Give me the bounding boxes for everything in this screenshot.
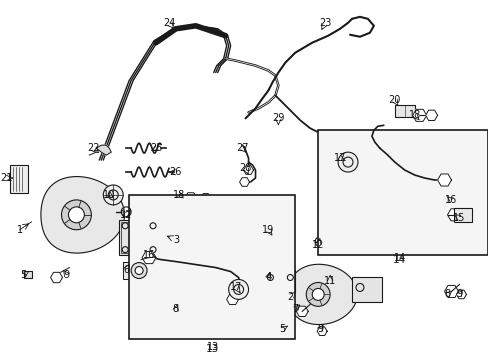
Polygon shape <box>239 178 249 186</box>
Bar <box>351 278 381 302</box>
Polygon shape <box>41 176 124 253</box>
Text: 5: 5 <box>20 270 27 279</box>
Text: 10: 10 <box>103 190 115 200</box>
Text: 20: 20 <box>388 95 400 105</box>
Polygon shape <box>317 327 326 336</box>
Bar <box>119 220 157 255</box>
Text: 13: 13 <box>206 342 219 352</box>
Polygon shape <box>96 145 111 155</box>
Circle shape <box>228 279 248 300</box>
Text: 14: 14 <box>393 253 405 262</box>
Text: 22: 22 <box>87 143 100 153</box>
Polygon shape <box>455 290 466 299</box>
Text: 23: 23 <box>318 18 331 28</box>
Text: 12: 12 <box>120 210 132 220</box>
Text: 24: 24 <box>163 18 175 28</box>
Text: 28: 28 <box>239 163 251 173</box>
Bar <box>10 165 28 193</box>
Circle shape <box>305 283 329 306</box>
Polygon shape <box>412 109 426 121</box>
Text: 13: 13 <box>205 344 219 354</box>
Text: 3: 3 <box>172 235 179 245</box>
Text: 25: 25 <box>149 143 162 153</box>
Polygon shape <box>184 193 196 203</box>
Text: 17: 17 <box>333 153 346 163</box>
Text: 8: 8 <box>444 289 449 300</box>
Polygon shape <box>437 174 450 186</box>
Polygon shape <box>50 272 62 283</box>
Text: 12: 12 <box>311 240 324 250</box>
Polygon shape <box>226 294 238 305</box>
Polygon shape <box>123 262 156 279</box>
Text: 6: 6 <box>123 265 129 275</box>
Text: 9: 9 <box>63 270 69 279</box>
Text: 18: 18 <box>172 190 184 200</box>
Text: 29: 29 <box>272 113 284 123</box>
Circle shape <box>103 185 123 205</box>
Text: 5: 5 <box>279 324 285 334</box>
Circle shape <box>68 207 84 223</box>
Polygon shape <box>444 285 458 297</box>
Bar <box>394 105 414 117</box>
Circle shape <box>61 200 91 230</box>
Text: 18: 18 <box>407 110 420 120</box>
Polygon shape <box>142 252 156 264</box>
Text: 16: 16 <box>142 249 155 260</box>
Circle shape <box>311 288 324 300</box>
Circle shape <box>135 266 143 275</box>
Bar <box>121 222 155 253</box>
Text: 17: 17 <box>230 283 243 292</box>
Polygon shape <box>447 209 461 221</box>
Circle shape <box>131 262 147 279</box>
Text: 14: 14 <box>392 255 406 265</box>
Bar <box>280 325 288 333</box>
Text: 15: 15 <box>452 213 465 223</box>
Bar <box>318 130 488 255</box>
Text: 4: 4 <box>265 273 271 283</box>
Text: 11: 11 <box>324 276 336 287</box>
Bar <box>265 270 295 292</box>
Text: 16: 16 <box>445 195 457 205</box>
Text: 26: 26 <box>169 167 182 177</box>
Text: 27: 27 <box>236 143 248 153</box>
Text: 1: 1 <box>17 225 23 235</box>
Polygon shape <box>261 222 275 234</box>
Text: 21: 21 <box>0 173 13 183</box>
Text: 9: 9 <box>316 324 323 334</box>
Text: 2: 2 <box>286 292 293 302</box>
Text: 9: 9 <box>455 289 462 300</box>
Polygon shape <box>201 194 210 202</box>
Circle shape <box>337 152 357 172</box>
Text: 7: 7 <box>291 304 298 314</box>
Bar <box>23 270 32 279</box>
Polygon shape <box>296 306 307 316</box>
Bar <box>129 195 295 339</box>
Text: 8: 8 <box>172 304 179 314</box>
Polygon shape <box>425 110 437 121</box>
Polygon shape <box>243 166 253 174</box>
Text: 19: 19 <box>262 225 274 235</box>
Polygon shape <box>287 264 356 325</box>
Bar <box>453 208 471 222</box>
Polygon shape <box>172 298 185 310</box>
